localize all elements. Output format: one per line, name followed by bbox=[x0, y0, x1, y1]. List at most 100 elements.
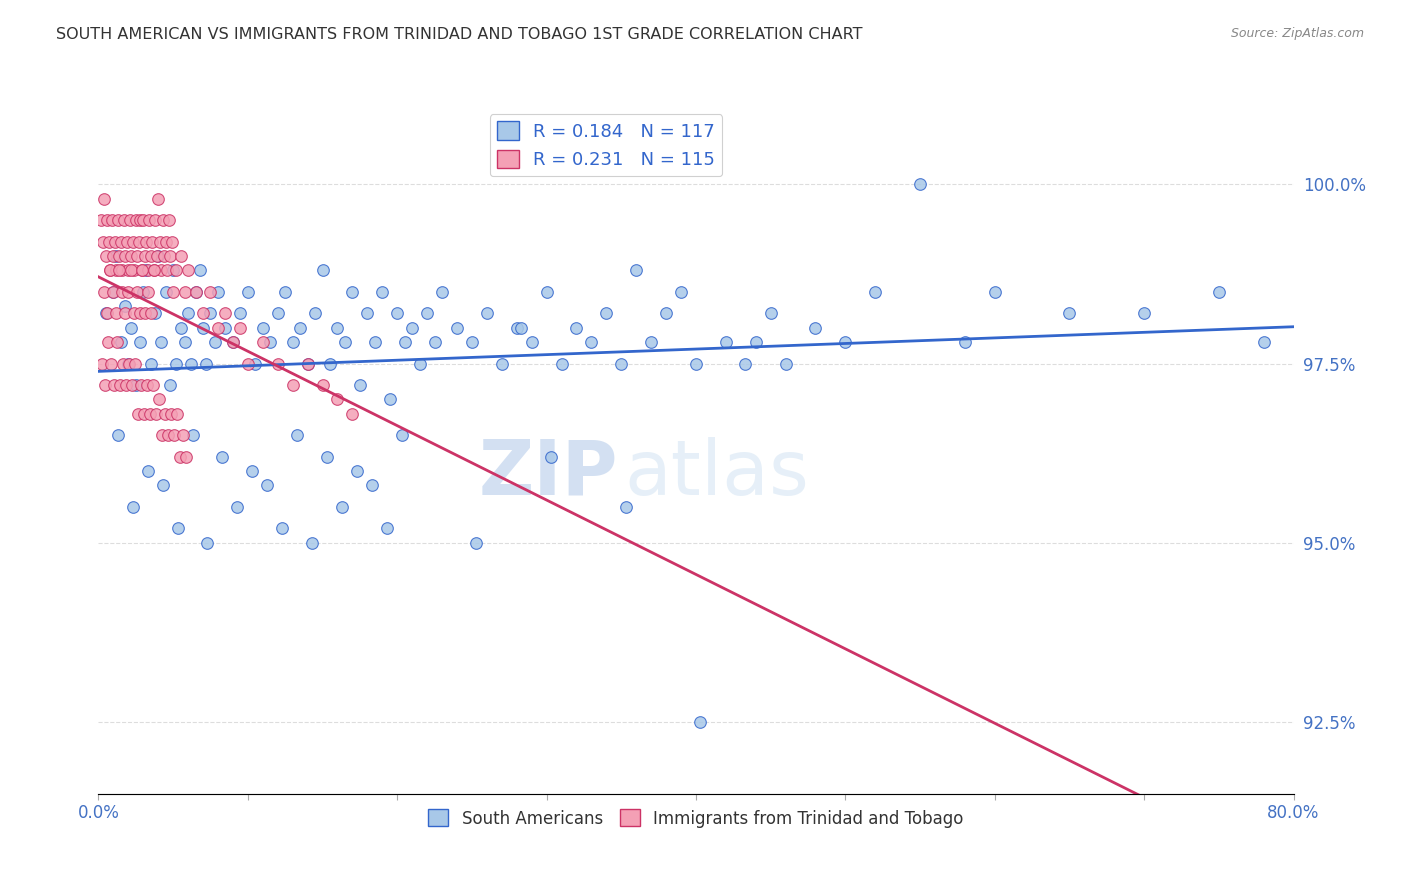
Point bbox=[162, 285, 184, 299]
Point bbox=[408, 357, 430, 371]
Point bbox=[124, 357, 146, 371]
Point bbox=[143, 306, 166, 320]
Point bbox=[207, 320, 229, 334]
Point bbox=[267, 357, 290, 371]
Point bbox=[245, 357, 267, 371]
Point bbox=[222, 334, 245, 349]
Point bbox=[461, 334, 484, 349]
Point bbox=[105, 334, 128, 349]
Point bbox=[110, 334, 132, 349]
Point bbox=[160, 407, 183, 421]
Point bbox=[236, 285, 259, 299]
Point bbox=[252, 334, 274, 349]
Point bbox=[349, 378, 371, 392]
Point bbox=[143, 213, 166, 227]
Point bbox=[669, 285, 692, 299]
Point bbox=[104, 235, 127, 249]
Point bbox=[689, 715, 711, 730]
Point bbox=[423, 334, 446, 349]
Point bbox=[297, 357, 319, 371]
Point bbox=[97, 235, 120, 249]
Point bbox=[1133, 306, 1156, 320]
Point bbox=[155, 235, 177, 249]
Point bbox=[163, 428, 186, 442]
Point bbox=[152, 478, 174, 492]
Point bbox=[132, 407, 155, 421]
Point bbox=[197, 536, 219, 550]
Point bbox=[759, 306, 782, 320]
Point bbox=[288, 320, 311, 334]
Point bbox=[141, 235, 163, 249]
Point bbox=[91, 235, 114, 249]
Point bbox=[685, 357, 707, 371]
Point bbox=[139, 357, 162, 371]
Point bbox=[139, 407, 162, 421]
Point bbox=[96, 213, 118, 227]
Point bbox=[138, 213, 160, 227]
Point bbox=[342, 407, 364, 421]
Point bbox=[156, 428, 179, 442]
Point bbox=[110, 285, 132, 299]
Point bbox=[180, 357, 202, 371]
Point bbox=[112, 213, 135, 227]
Point bbox=[655, 306, 678, 320]
Point bbox=[118, 213, 141, 227]
Point bbox=[204, 334, 226, 349]
Point bbox=[285, 428, 308, 442]
Point bbox=[550, 357, 572, 371]
Point bbox=[191, 306, 214, 320]
Point bbox=[240, 464, 263, 478]
Point bbox=[125, 285, 148, 299]
Point bbox=[142, 378, 165, 392]
Point bbox=[465, 536, 488, 550]
Point bbox=[229, 306, 252, 320]
Point bbox=[1059, 306, 1081, 320]
Point bbox=[135, 263, 157, 277]
Point bbox=[131, 263, 153, 277]
Point bbox=[121, 235, 143, 249]
Point bbox=[153, 407, 176, 421]
Point bbox=[152, 213, 174, 227]
Point bbox=[96, 306, 118, 320]
Point bbox=[520, 334, 543, 349]
Point bbox=[333, 334, 356, 349]
Point bbox=[165, 263, 187, 277]
Point bbox=[107, 428, 129, 442]
Point bbox=[174, 334, 197, 349]
Point bbox=[120, 263, 142, 277]
Point bbox=[127, 249, 149, 263]
Point bbox=[132, 213, 155, 227]
Legend: South Americans, Immigrants from Trinidad and Tobago: South Americans, Immigrants from Trinida… bbox=[422, 803, 970, 834]
Point bbox=[145, 249, 167, 263]
Point bbox=[93, 192, 115, 206]
Point bbox=[371, 285, 394, 299]
Point bbox=[274, 285, 297, 299]
Point bbox=[124, 263, 146, 277]
Point bbox=[162, 263, 184, 277]
Point bbox=[342, 285, 364, 299]
Point bbox=[540, 450, 562, 464]
Point bbox=[160, 235, 183, 249]
Point bbox=[103, 285, 125, 299]
Point bbox=[271, 521, 294, 535]
Point bbox=[120, 320, 142, 334]
Point bbox=[127, 407, 149, 421]
Point bbox=[155, 285, 177, 299]
Point bbox=[141, 306, 163, 320]
Point bbox=[103, 249, 125, 263]
Point bbox=[94, 378, 117, 392]
Point bbox=[117, 285, 139, 299]
Point bbox=[714, 334, 737, 349]
Point bbox=[177, 263, 200, 277]
Point bbox=[115, 378, 138, 392]
Point bbox=[1253, 334, 1275, 349]
Point bbox=[157, 213, 180, 227]
Point bbox=[281, 378, 304, 392]
Text: SOUTH AMERICAN VS IMMIGRANTS FROM TRINIDAD AND TOBAGO 1ST GRADE CORRELATION CHAR: SOUTH AMERICAN VS IMMIGRANTS FROM TRINID… bbox=[56, 27, 863, 42]
Point bbox=[111, 263, 134, 277]
Point bbox=[311, 263, 333, 277]
Point bbox=[416, 306, 439, 320]
Point bbox=[105, 249, 128, 263]
Point bbox=[222, 334, 245, 349]
Point bbox=[984, 285, 1007, 299]
